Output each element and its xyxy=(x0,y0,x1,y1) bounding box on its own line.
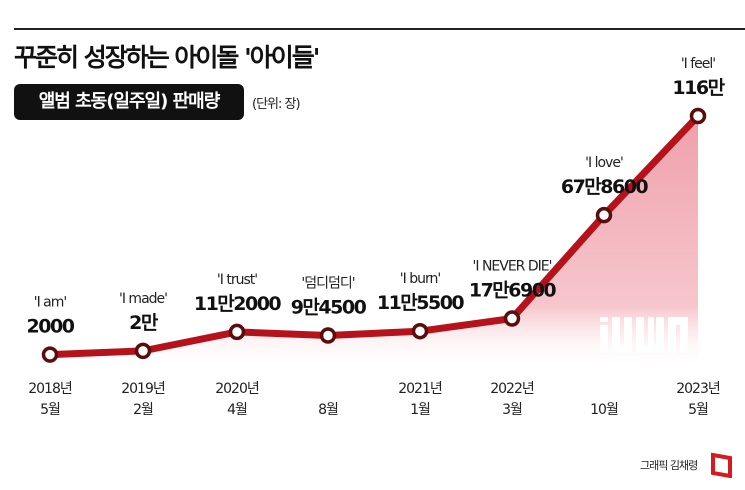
data-point xyxy=(134,342,152,360)
x-tick-month: 1월 xyxy=(410,402,430,418)
x-tick-month: 8월 xyxy=(318,402,338,418)
album-label: 'I made' xyxy=(119,291,167,307)
value-label: 67만8600 xyxy=(561,176,649,198)
album-label: '덤디덤디' xyxy=(301,276,354,292)
x-tick-month: 2월 xyxy=(133,402,153,418)
data-point xyxy=(411,322,429,340)
x-tick-month: 3월 xyxy=(502,402,522,418)
data-point xyxy=(319,327,337,344)
value-label: 116만 xyxy=(672,77,725,99)
value-label: 11만2000 xyxy=(194,293,282,315)
publisher-logo-icon xyxy=(711,452,732,478)
x-tick-year: 2021년 xyxy=(398,381,442,397)
chart-title: 꾸준히 성장하는 아이돌 '아이들' xyxy=(14,43,320,72)
graphic-credit: 그래픽 김채령 xyxy=(640,459,698,472)
top-rule xyxy=(14,28,745,30)
area-fill xyxy=(50,116,698,370)
subtitle-badge: 앨범 초동(일주일) 판매량 xyxy=(14,84,244,120)
data-point xyxy=(689,107,707,125)
data-point xyxy=(595,206,613,224)
album-label: 'I NEVER DIE' xyxy=(473,259,552,275)
series-line xyxy=(49,113,701,359)
x-tick-month: 4월 xyxy=(227,402,247,418)
data-point xyxy=(41,346,59,363)
unit-label: (단위: 장) xyxy=(252,97,301,112)
x-tick-month: 10월 xyxy=(590,402,618,418)
idle-logo xyxy=(600,317,688,353)
value-label: 11만5500 xyxy=(377,292,465,314)
value-label: 9만4500 xyxy=(291,297,367,319)
data-point xyxy=(228,323,246,341)
album-label: 'I burn' xyxy=(400,271,441,287)
x-tick-year: 2023년 xyxy=(676,381,720,397)
x-tick-year: 2019년 xyxy=(121,381,165,397)
value-label: 2000 xyxy=(27,316,75,338)
value-label: 17만6900 xyxy=(469,280,557,302)
album-label: 'I trust' xyxy=(217,272,257,288)
album-label: 'I love' xyxy=(585,155,623,171)
x-tick-month: 5월 xyxy=(688,402,708,418)
album-label: 'I am' xyxy=(34,295,67,311)
data-point xyxy=(503,310,521,327)
x-tick-year: 2018년 xyxy=(28,381,72,397)
x-tick-year: 2022년 xyxy=(490,381,534,397)
album-label: 'I feel' xyxy=(681,56,715,72)
value-label: 2만 xyxy=(129,312,159,334)
x-tick-month: 5월 xyxy=(40,402,60,418)
x-tick-year: 2020년 xyxy=(215,381,259,397)
